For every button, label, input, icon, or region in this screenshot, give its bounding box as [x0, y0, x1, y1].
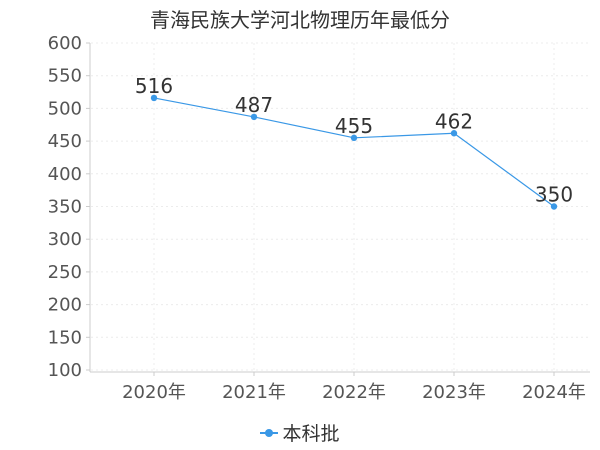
y-tick-label: 250	[48, 262, 82, 283]
x-tick-label: 2022年	[322, 382, 386, 403]
y-tick-label: 350	[48, 197, 82, 218]
y-tick-label: 500	[48, 98, 82, 119]
data-point	[550, 203, 558, 210]
x-tick-label: 2024年	[522, 382, 586, 403]
y-tick-label: 400	[48, 164, 82, 185]
data-label: 455	[335, 114, 373, 138]
data-point	[150, 94, 158, 102]
y-tick-label: 550	[48, 66, 82, 87]
data-label: 462	[435, 109, 473, 133]
data-point	[250, 113, 258, 121]
legend-label: 本科批	[282, 423, 340, 445]
y-tick-label: 450	[48, 131, 82, 152]
x-tick-label: 2023年	[422, 382, 486, 403]
y-tick-label: 100	[48, 360, 82, 381]
x-tick-label: 2021年	[222, 382, 286, 403]
y-tick-label: 600	[48, 33, 82, 54]
data-label: 516	[135, 74, 173, 98]
legend-marker-icon	[260, 428, 279, 438]
x-tick-label: 2020年	[122, 382, 186, 403]
legend[interactable]: 本科批	[0, 419, 600, 446]
data-label: 487	[235, 93, 273, 117]
data-label: 350	[535, 183, 573, 207]
data-point	[450, 130, 458, 137]
chart-title: 青海民族大学河北物理历年最低分	[150, 8, 450, 32]
y-tick-label: 150	[48, 327, 82, 348]
y-tick-label: 200	[48, 295, 82, 316]
data-point	[350, 134, 358, 142]
y-tick-label: 300	[48, 229, 82, 250]
